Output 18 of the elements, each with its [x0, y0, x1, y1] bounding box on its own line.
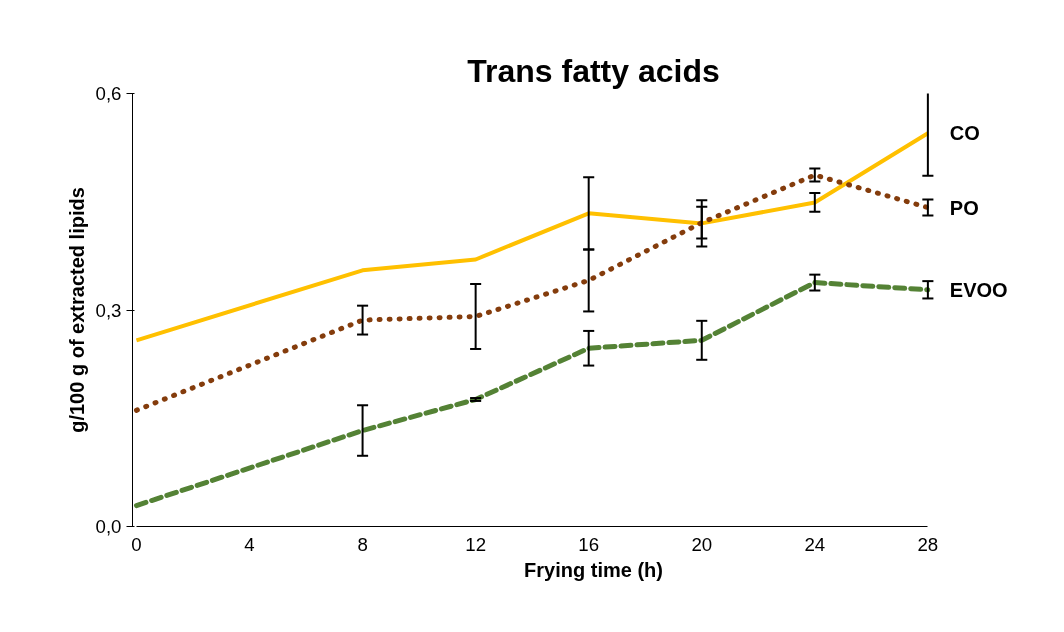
y-tick-label: 0,3 — [95, 299, 122, 321]
x-tick-label: 8 — [357, 533, 368, 555]
x-tick-label: 4 — [244, 533, 255, 555]
x-tick-label: 12 — [465, 533, 487, 555]
x-tick-label: 20 — [691, 533, 713, 555]
series-label: CO — [949, 122, 980, 145]
x-tick-label: 24 — [804, 533, 826, 555]
series-label: PO — [949, 196, 979, 219]
chart-title: Trans fatty acids — [467, 52, 720, 89]
line-series — [134, 131, 930, 343]
y-tick-label: 0,6 — [95, 83, 122, 104]
x-tick-label: 16 — [578, 533, 600, 555]
x-axis-title: Frying time (h) — [524, 558, 663, 581]
x-tick-label: 28 — [917, 533, 939, 555]
series-label: EVOO — [949, 278, 1008, 301]
y-tick-label: 0,0 — [95, 516, 122, 537]
x-tick-label: 0 — [131, 533, 142, 555]
y-axis-title: g/100 g of extracted lipids — [65, 187, 88, 433]
